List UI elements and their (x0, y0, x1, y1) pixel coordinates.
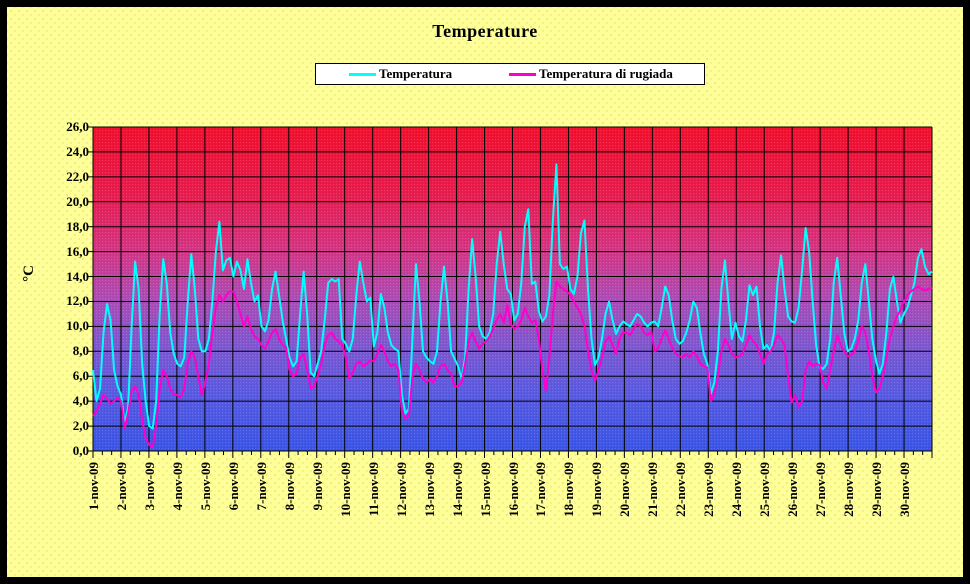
y-tick-label: 24,0 (66, 143, 89, 159)
x-tick-label: 25-nov-09 (757, 462, 773, 517)
x-tick-label: 29-nov-09 (869, 462, 885, 517)
x-tick-label: 1-nov-09 (86, 462, 101, 511)
y-tick-label: 8,0 (72, 343, 89, 359)
x-tick-label: 23-nov-09 (701, 462, 717, 517)
gridlines (92, 126, 933, 452)
x-tick-label: 18-nov-09 (561, 462, 577, 517)
x-tick-label: 27-nov-09 (813, 462, 829, 517)
dewpoint-line (92, 280, 933, 449)
plot-area (87, 126, 933, 458)
legend: Temperatura Temperatura di rugiada (315, 63, 705, 85)
x-tick-label: 7-nov-09 (253, 462, 269, 511)
x-tick-label: 3-nov-09 (141, 462, 157, 511)
x-tick-label: 24-nov-09 (729, 462, 745, 517)
x-tick-label: 14-nov-09 (449, 462, 465, 517)
x-tick-label: 2-nov-09 (113, 462, 129, 511)
x-tick-label: 10-nov-09 (337, 462, 353, 517)
x-tick-label: 12-nov-09 (393, 462, 409, 517)
x-tick-label: 30-nov-09 (897, 462, 913, 517)
legend-item-rugiada: Temperatura di rugiada (509, 64, 673, 84)
x-tick-label: 16-nov-09 (505, 462, 521, 517)
y-tick-label: 16,0 (66, 243, 89, 259)
y-tick-label: 6,0 (72, 368, 89, 384)
y-tick-label: 2,0 (72, 418, 89, 434)
chart-canvas: Temperature Temperatura Temperatura di r… (7, 7, 963, 577)
x-tick-label: 5-nov-09 (197, 462, 213, 511)
y-tick-label: 12,0 (66, 293, 89, 309)
y-tick-label: 10,0 (66, 318, 89, 334)
y-tick-label: 26,0 (66, 119, 89, 134)
y-tick-label: 0,0 (72, 443, 89, 458)
y-tick-label: 14,0 (66, 268, 89, 284)
y-tick-label: 22,0 (66, 168, 89, 184)
x-tick-label: 8-nov-09 (281, 462, 297, 511)
y-tick-label: 20,0 (66, 193, 89, 209)
rugiada-line-sample-icon (509, 72, 536, 76)
x-tick-label: 19-nov-09 (589, 462, 605, 517)
x-tick-label: 20-nov-09 (617, 462, 633, 517)
temperatura-line-sample-icon (349, 72, 376, 76)
axis-ticks (87, 126, 933, 458)
x-tick-label: 15-nov-09 (477, 462, 493, 517)
y-tick-label: 4,0 (72, 393, 89, 409)
x-tick-label: 28-nov-09 (841, 462, 857, 517)
legend-item-temperatura: Temperatura (349, 64, 452, 84)
x-tick-label: 6-nov-09 (225, 462, 241, 511)
x-tick-label: 17-nov-09 (533, 462, 549, 517)
temperature-line (92, 163, 933, 430)
x-tick-label: 13-nov-09 (421, 462, 437, 517)
y-tick-label: 18,0 (66, 218, 89, 234)
y-axis-title: °C (21, 265, 37, 282)
x-tick-label: 11-nov-09 (365, 462, 381, 517)
legend-label: Temperatura di rugiada (539, 66, 673, 81)
legend-label: Temperatura (379, 66, 453, 81)
x-tick-label: 9-nov-09 (309, 462, 325, 511)
x-tick-label: 22-nov-09 (673, 462, 689, 517)
chart-title: Temperature (432, 21, 538, 41)
x-tick-label: 4-nov-09 (169, 462, 185, 511)
x-tick-label: 21-nov-09 (645, 462, 661, 517)
x-tick-label: 26-nov-09 (785, 462, 801, 517)
